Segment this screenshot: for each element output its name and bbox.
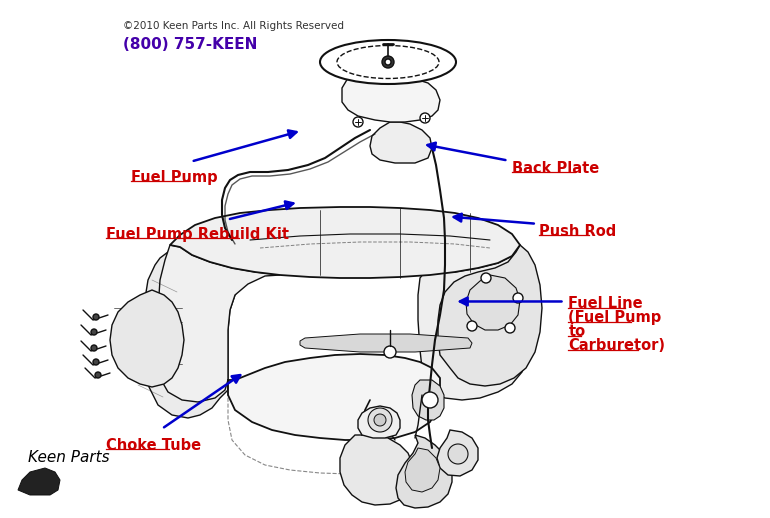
Text: Fuel Pump: Fuel Pump bbox=[131, 170, 218, 185]
Polygon shape bbox=[342, 77, 440, 122]
Polygon shape bbox=[418, 245, 530, 400]
Polygon shape bbox=[370, 122, 432, 163]
Circle shape bbox=[448, 444, 468, 464]
Circle shape bbox=[95, 372, 101, 378]
Circle shape bbox=[93, 359, 99, 365]
Text: to: to bbox=[568, 324, 585, 339]
Text: Keen Parts: Keen Parts bbox=[28, 450, 109, 465]
Circle shape bbox=[467, 321, 477, 331]
Ellipse shape bbox=[320, 40, 456, 84]
Circle shape bbox=[353, 117, 363, 127]
Polygon shape bbox=[170, 207, 520, 278]
Text: Push Rod: Push Rod bbox=[539, 224, 616, 239]
Polygon shape bbox=[340, 435, 414, 505]
Polygon shape bbox=[466, 275, 520, 330]
Polygon shape bbox=[438, 245, 542, 386]
Polygon shape bbox=[405, 448, 440, 492]
Circle shape bbox=[422, 392, 438, 408]
Text: ©2010 Keen Parts Inc. All Rights Reserved: ©2010 Keen Parts Inc. All Rights Reserve… bbox=[123, 21, 344, 31]
Circle shape bbox=[93, 314, 99, 320]
Text: Fuel Pump Rebuild Kit: Fuel Pump Rebuild Kit bbox=[106, 227, 290, 242]
Polygon shape bbox=[358, 406, 400, 438]
Text: Choke Tube: Choke Tube bbox=[106, 438, 202, 453]
Polygon shape bbox=[158, 245, 280, 402]
Polygon shape bbox=[228, 354, 440, 440]
Circle shape bbox=[91, 345, 97, 351]
Circle shape bbox=[505, 323, 515, 333]
Circle shape bbox=[368, 408, 392, 432]
Circle shape bbox=[513, 293, 523, 303]
Ellipse shape bbox=[337, 46, 439, 79]
Polygon shape bbox=[110, 290, 184, 387]
Polygon shape bbox=[18, 468, 60, 495]
Polygon shape bbox=[412, 380, 444, 420]
Text: Back Plate: Back Plate bbox=[512, 161, 599, 176]
Polygon shape bbox=[142, 247, 245, 418]
Text: Fuel Line: Fuel Line bbox=[568, 296, 643, 311]
Circle shape bbox=[385, 59, 391, 65]
Polygon shape bbox=[300, 334, 472, 352]
Circle shape bbox=[481, 273, 491, 283]
Circle shape bbox=[382, 56, 394, 68]
Text: (800) 757-KEEN: (800) 757-KEEN bbox=[123, 37, 258, 52]
Circle shape bbox=[420, 113, 430, 123]
Polygon shape bbox=[396, 435, 452, 508]
Circle shape bbox=[384, 346, 396, 358]
Polygon shape bbox=[437, 430, 478, 476]
Text: Carburetor): Carburetor) bbox=[568, 338, 665, 353]
Circle shape bbox=[374, 414, 386, 426]
Text: (Fuel Pump: (Fuel Pump bbox=[568, 310, 661, 325]
Circle shape bbox=[91, 329, 97, 335]
